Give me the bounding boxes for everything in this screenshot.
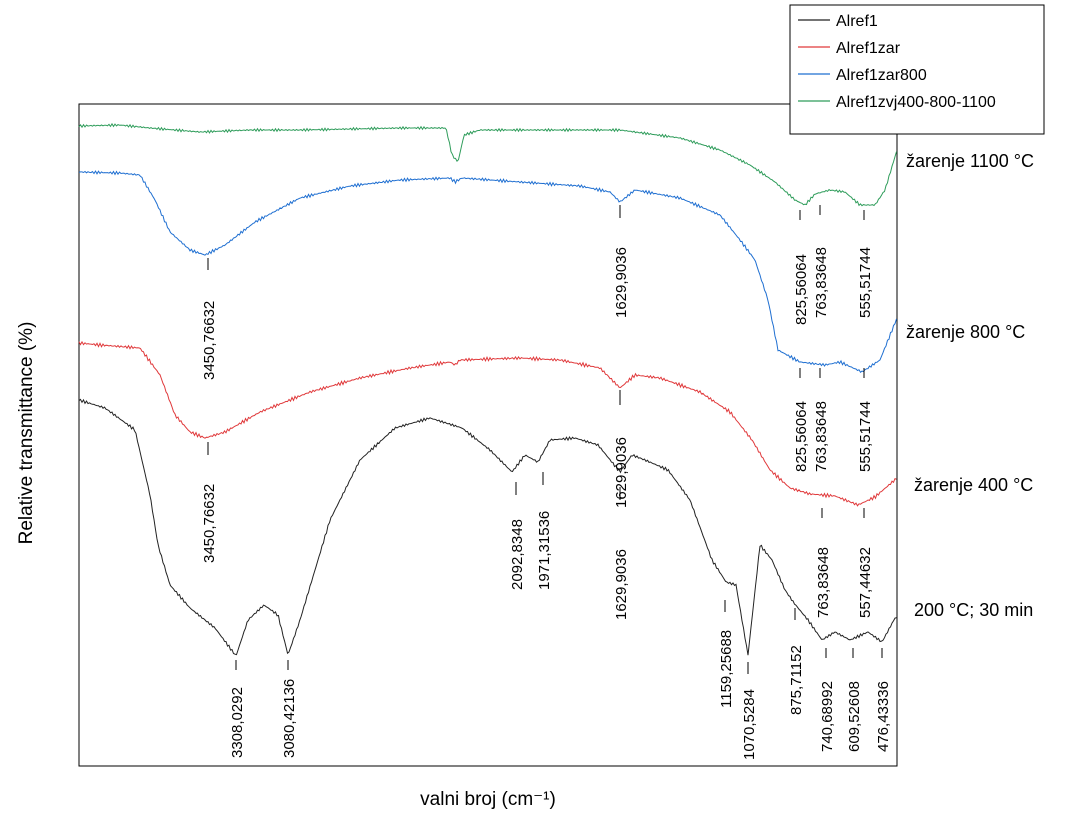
peak-label: 3308,0292 [229,687,246,758]
peak-label: 763,83648 [813,401,830,472]
peak-annotations: 3308,0292 3080,42136 2092,8348 1971,31536 16… [201,205,892,760]
peak-label: 1971,31536 [536,511,553,590]
series-line-alref1zar800 [78,170,897,374]
legend-label-alref1zar800: Alref1zar800 [836,67,927,84]
peak-label: 1159,25688 [718,630,735,708]
peak-label: 555,51744 [857,247,874,318]
peak-label: 1629,9036 [613,437,630,508]
plot-frame [78,103,898,767]
peak-label: 740,68992 [819,681,836,752]
peak-label: 1629,9036 [613,247,630,318]
series-layer [78,122,897,656]
peak-label: 763,83648 [815,547,832,618]
peak-label: 1070,5284 [741,689,758,760]
legend: Alref1 Alref1zar Alref1zar800 Alref1zvj4… [789,4,1045,135]
peak-label: 2092,8348 [509,519,526,590]
peak-label: 875,71152 [788,645,805,715]
peak-label: 555,51744 [857,401,874,472]
peak-label: 3080,42136 [281,679,298,758]
series-line-alref1 [78,398,897,656]
legend-label-alref1zar: Alref1zar [836,40,901,57]
side-label-800: žarenje 800 °C [906,322,1025,342]
peak-label: 476,43336 [875,681,892,752]
x-axis-label: valni broj (cm⁻¹) [420,789,556,810]
y-axis-label: Relative transmittance (%) [16,322,37,545]
legend-box [789,4,1045,135]
peak-label: 1629,9036 [613,549,630,620]
side-label-1100: žarenje 1100 °C [906,151,1034,171]
peak-label: 825,56064 [793,254,810,325]
peak-label: 609,52608 [846,681,863,752]
peak-label: 825,56064 [793,401,810,472]
peak-label: 763,83648 [813,247,830,318]
legend-label-alref1zvj: Alref1zvj400-800-1100 [836,94,996,111]
peak-label: 557,44632 [857,547,874,618]
peak-label: 3450,76632 [201,301,218,380]
series-line-alref1zar [78,340,897,507]
series-line-alref1zvj [78,122,897,207]
side-label-200: 200 °C; 30 min [914,600,1033,620]
side-label-400: žarenje 400 °C [914,475,1033,495]
peak-label: 3450,76632 [201,484,218,563]
legend-label-alref1: Alref1 [836,13,878,30]
